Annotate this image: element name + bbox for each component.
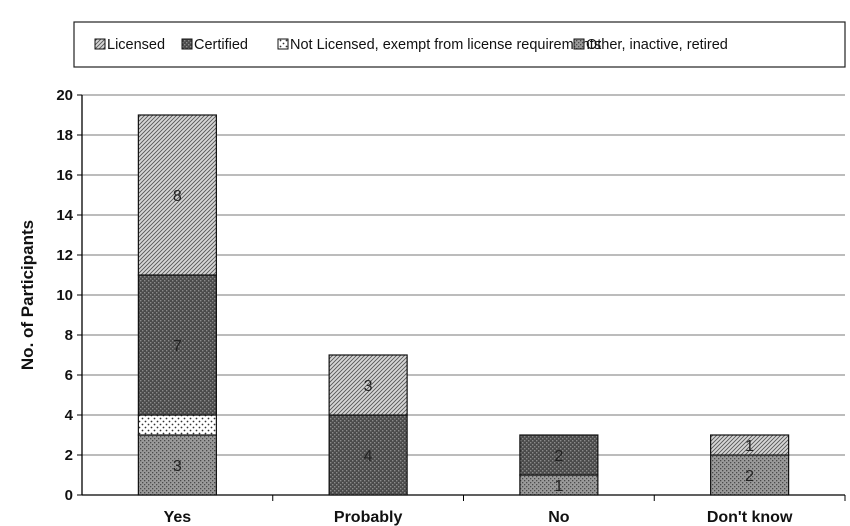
bar-segment	[137, 274, 217, 416]
legend: Licensed Certified Not Licensed, exempt fr…	[73, 21, 846, 68]
y-tick-label: 8	[65, 327, 73, 344]
data-label: 7	[173, 338, 182, 355]
legend-entry: Licensed	[107, 37, 165, 53]
legend-swatch	[181, 38, 193, 50]
legend-entry: Certified	[194, 37, 248, 53]
y-tick-label: 20	[56, 87, 73, 104]
data-label: 1	[554, 478, 563, 495]
bars	[137, 114, 790, 496]
data-label: 1	[745, 438, 754, 455]
y-axis-label: No. of Participants	[18, 220, 37, 370]
y-tick-label: 10	[56, 287, 73, 304]
x-tick-label: Probably	[334, 509, 403, 526]
y-tick-label: 18	[56, 127, 73, 144]
bar-segment	[137, 434, 217, 496]
data-label: 3	[364, 378, 373, 395]
x-tick-label: Yes	[164, 509, 192, 526]
bar-segment	[710, 434, 790, 456]
y-tick-label: 16	[56, 167, 73, 184]
bar-segment	[137, 414, 217, 436]
y-tick-label: 4	[65, 407, 74, 424]
data-labels: 3 7 8 4 3 1 2 2 1	[173, 188, 754, 495]
legend-entry: Not Licensed, exempt from license requir…	[290, 37, 601, 53]
y-tick-label: 6	[65, 367, 73, 384]
bar-segment	[328, 354, 408, 416]
y-tick-label: 12	[56, 247, 73, 264]
bar-segment	[519, 434, 599, 476]
legend-swatch	[277, 38, 289, 50]
legend-box	[73, 21, 846, 68]
x-tick-label: Don't know	[707, 509, 793, 526]
bar-segment	[137, 114, 217, 276]
legend-swatch	[573, 38, 585, 50]
data-label: 4	[364, 448, 373, 465]
y-tick-label: 14	[56, 207, 73, 224]
y-tick-label: 0	[65, 487, 73, 504]
x-tick-label: No	[548, 509, 570, 526]
legend-swatch	[94, 38, 106, 50]
data-label: 3	[173, 458, 182, 475]
y-tick-label: 2	[65, 447, 73, 464]
data-label: 2	[554, 448, 563, 465]
data-label: 2	[745, 468, 754, 485]
data-label: 8	[173, 188, 182, 205]
legend-entry: Other, inactive, retired	[586, 37, 728, 53]
